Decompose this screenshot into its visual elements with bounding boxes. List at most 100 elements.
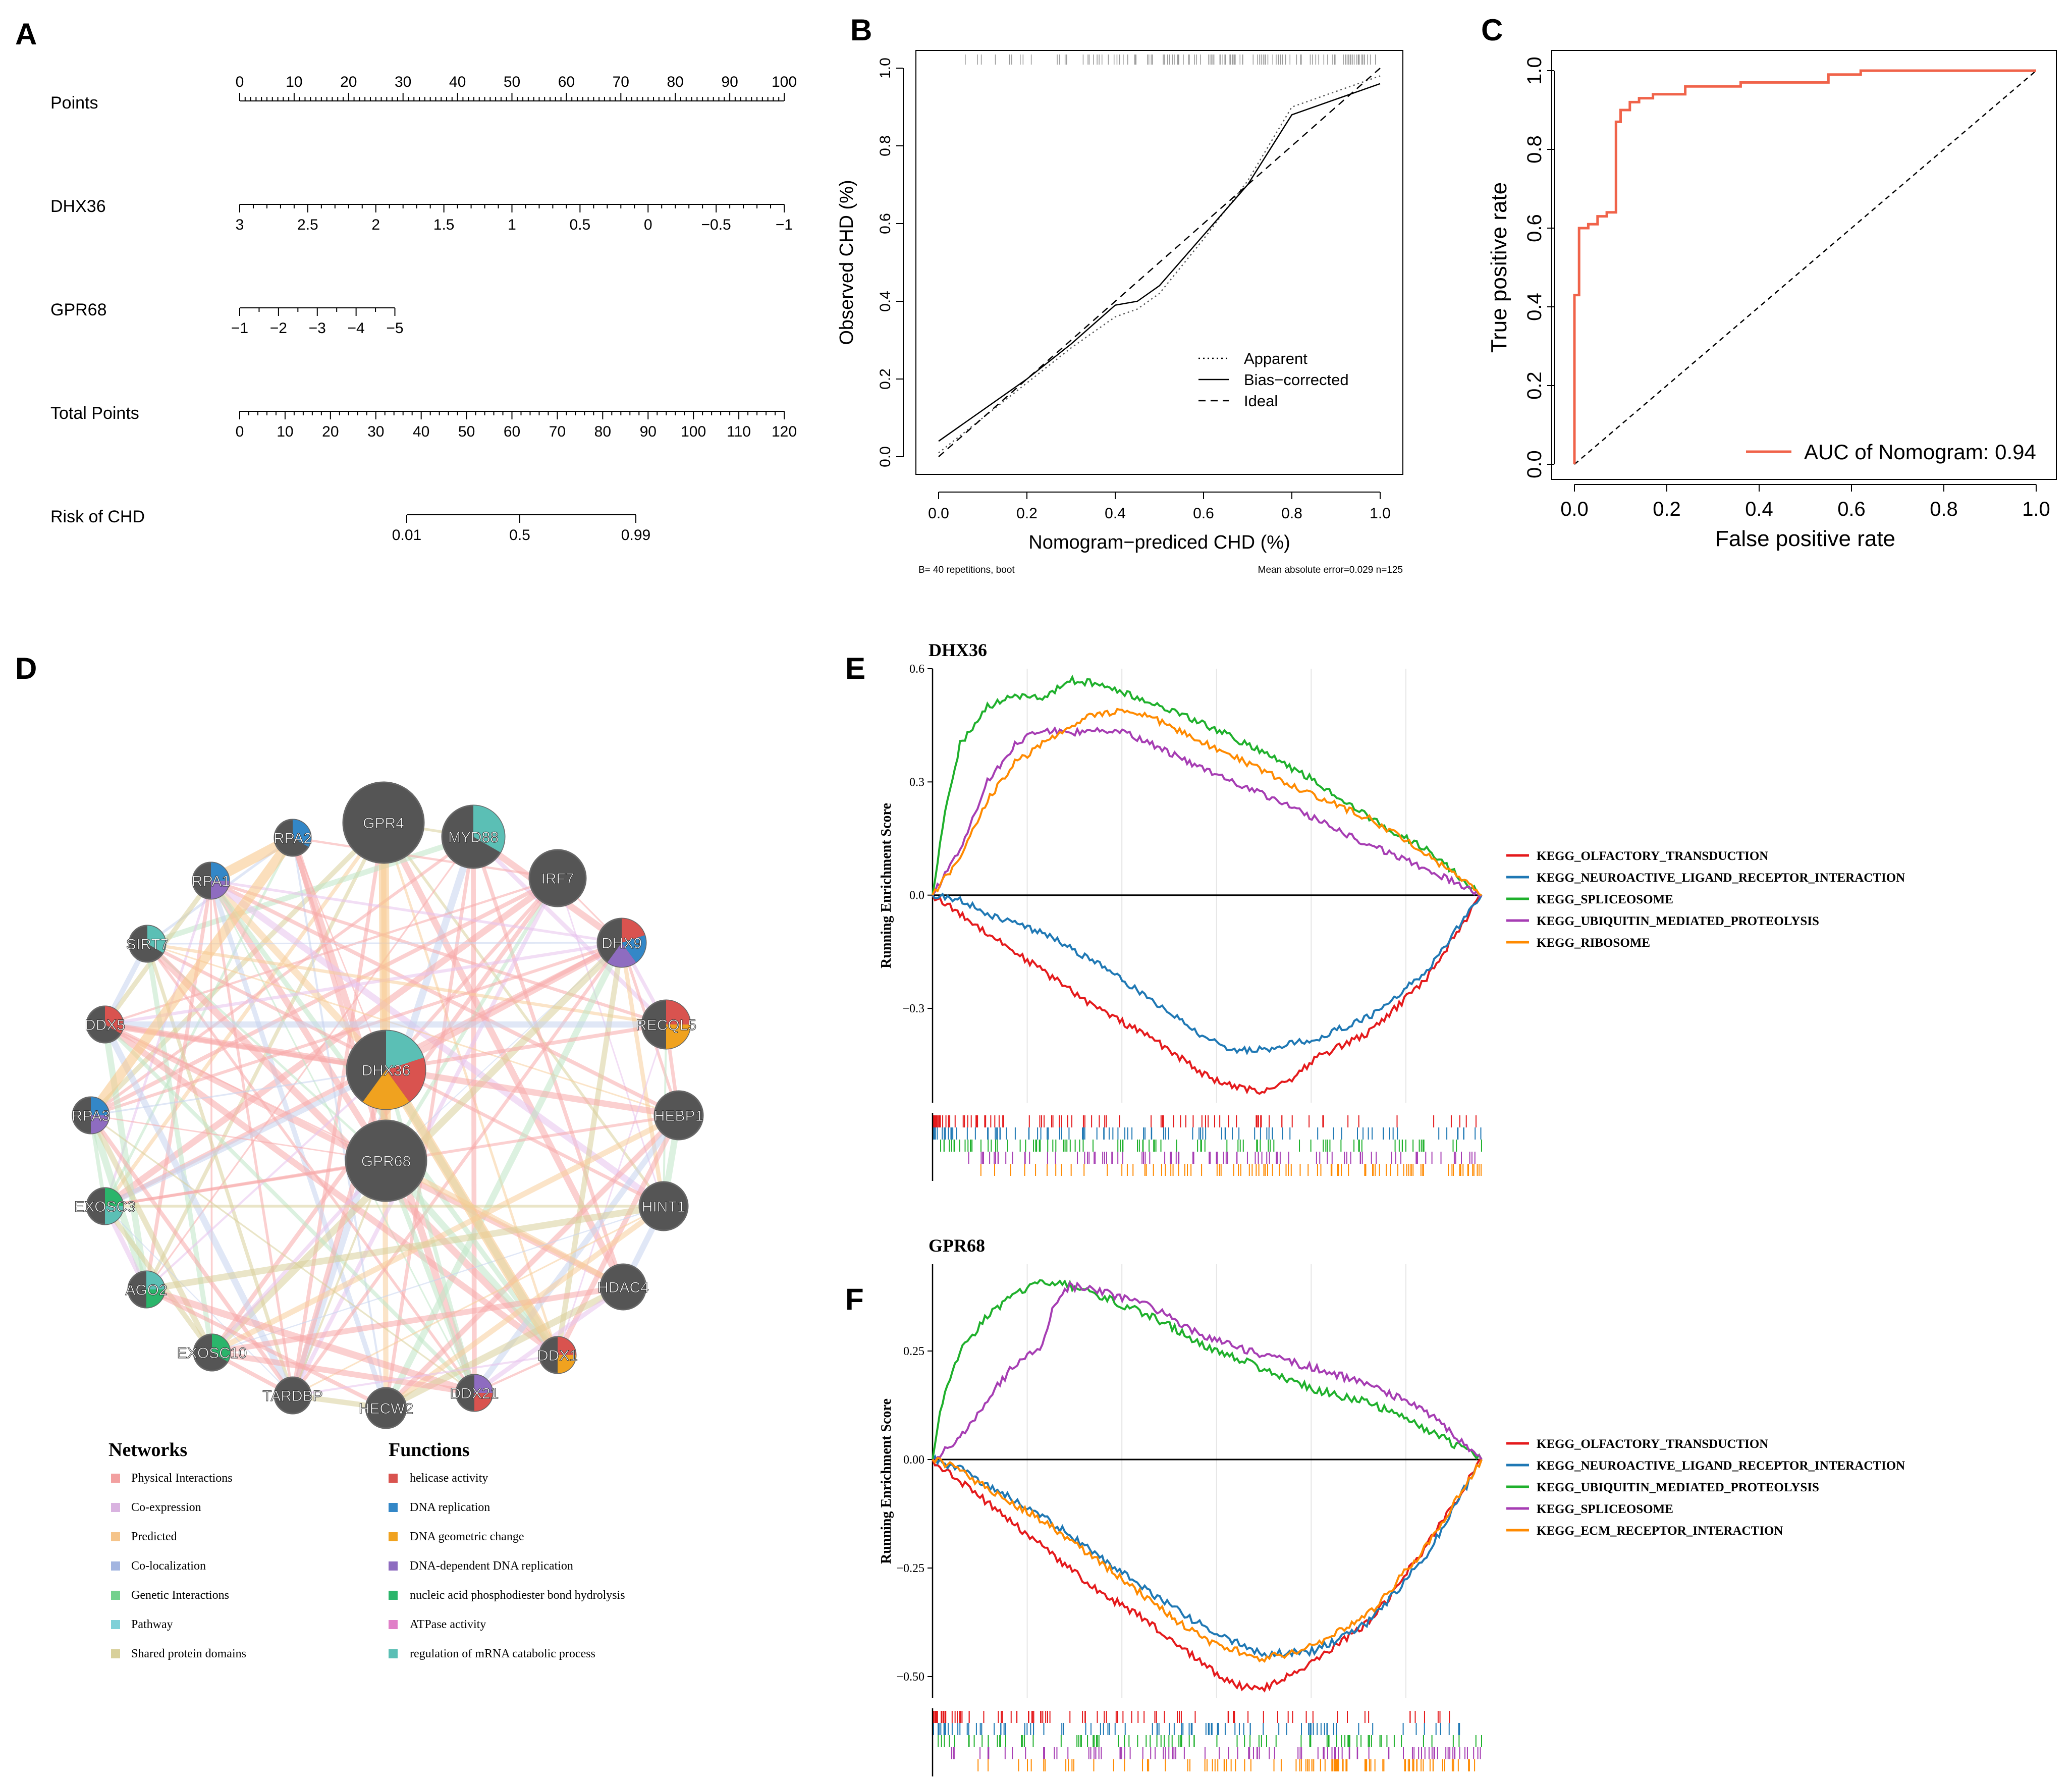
x-tick-label: 0.2 bbox=[1016, 505, 1038, 522]
node-function-wedge bbox=[473, 805, 505, 852]
points-tick-label: 30 bbox=[395, 74, 411, 90]
enrichment-curve bbox=[932, 1279, 1483, 1460]
network-edge-predicted bbox=[381, 1067, 562, 1358]
total-points-tick-label: 60 bbox=[504, 423, 520, 440]
nomogram-row-label: Risk of CHD bbox=[50, 507, 145, 526]
network-node-label: DDX21 bbox=[450, 1385, 499, 1402]
network-node-label: RPA1 bbox=[192, 873, 230, 890]
enrichment-curve bbox=[932, 1459, 1482, 1693]
network-edge bbox=[385, 877, 559, 1071]
y-tick-label: 0.0 bbox=[909, 889, 924, 902]
node-function-wedge bbox=[105, 1006, 123, 1034]
points-tick-label: 40 bbox=[449, 74, 466, 90]
network-edge bbox=[104, 1159, 387, 1208]
footnote-right: Mean absolute error=0.029 n=125 bbox=[1258, 565, 1403, 575]
network-node-label: DHX36 bbox=[362, 1062, 411, 1079]
enrichment-curve bbox=[932, 1280, 1483, 1463]
network-edge bbox=[145, 943, 295, 1396]
x-tick-label: 0.6 bbox=[1193, 505, 1214, 522]
total-points-tick-label: 70 bbox=[549, 423, 566, 440]
dhx36-tick-label: 1 bbox=[508, 217, 516, 233]
network-edge bbox=[210, 879, 622, 944]
points-tick-label: 50 bbox=[504, 74, 520, 90]
network-node-label: HINT1 bbox=[642, 1199, 686, 1215]
network-node-hint1 bbox=[638, 1181, 689, 1231]
network-node-gpr68 bbox=[345, 1119, 427, 1202]
dhx36-tick-label: 2.5 bbox=[297, 217, 318, 233]
network-edge bbox=[555, 1114, 681, 1357]
network-node-hebp1 bbox=[653, 1090, 704, 1141]
network-node-tardbp bbox=[274, 1376, 312, 1415]
network-edge bbox=[103, 1023, 476, 1394]
calibration-line-biascorrected bbox=[938, 83, 1381, 442]
legend-label: KEGG_OLFACTORY_TRANSDUCTION bbox=[1537, 849, 1768, 863]
legend-label: KEGG_SPLICEOSOME bbox=[1537, 893, 1673, 906]
total-points-tick-label: 10 bbox=[277, 423, 293, 440]
networks-legend-swatch bbox=[111, 1591, 120, 1600]
network-edge bbox=[104, 941, 622, 1027]
network-node-label: HDAC4 bbox=[597, 1279, 649, 1296]
network-edge bbox=[90, 1114, 475, 1394]
x-axis-title: Nomogram−prediced CHD (%) bbox=[1028, 532, 1290, 553]
network-node-label: GPR68 bbox=[361, 1153, 411, 1170]
node-function-wedge bbox=[105, 1188, 123, 1206]
network-edge bbox=[209, 880, 294, 1396]
dhx36-tick-label: 1.5 bbox=[433, 217, 455, 233]
plot-frame bbox=[915, 50, 1403, 475]
network-node-label: DDX1 bbox=[537, 1347, 578, 1364]
x-tick-label: 0.8 bbox=[1281, 505, 1302, 522]
node-function-wedge bbox=[91, 1115, 109, 1133]
node-function-wedge bbox=[211, 862, 229, 881]
legend-label: KEGG_UBIQUITIN_MEDIATED_PROTEOLYSIS bbox=[1537, 914, 1819, 928]
functions-legend-swatch bbox=[389, 1591, 398, 1600]
networks-legend-label: Co-localization bbox=[131, 1559, 206, 1573]
x-tick-label: 0.4 bbox=[1745, 498, 1773, 520]
dhx36-tick-label: 3 bbox=[236, 217, 244, 233]
y-axis-title: True positive rate bbox=[1487, 182, 1511, 353]
points-tick-label: 70 bbox=[613, 74, 629, 90]
gsea-title: DHX36 bbox=[929, 640, 987, 660]
y-tick-label: 0.8 bbox=[877, 135, 894, 156]
gpr68-tick-label: −1 bbox=[231, 320, 248, 337]
networks-legend-swatch bbox=[111, 1474, 120, 1483]
network-edge bbox=[472, 835, 668, 1027]
roc-curve bbox=[1573, 69, 2036, 464]
network-edge bbox=[90, 941, 622, 1117]
node-function-wedge bbox=[105, 1206, 123, 1224]
gpr68-tick-label: −4 bbox=[348, 320, 365, 337]
network-edge bbox=[386, 1022, 667, 1072]
node-function-wedge bbox=[622, 935, 646, 962]
network-edge bbox=[557, 1024, 667, 1356]
panel-label-f: F bbox=[845, 1282, 864, 1316]
legend-label: KEGG_ECM_RECEPTOR_INTERACTION bbox=[1537, 1524, 1783, 1538]
total-points-tick-label: 110 bbox=[727, 423, 751, 440]
network-node-label: HECW2 bbox=[359, 1400, 413, 1417]
network-edge bbox=[384, 1113, 681, 1410]
network-edge bbox=[145, 943, 214, 1353]
y-tick-label: −0.3 bbox=[902, 1002, 924, 1015]
network-edge bbox=[382, 822, 665, 1207]
networks-legend-title: Networks bbox=[108, 1439, 187, 1461]
node-function-wedge bbox=[91, 1097, 109, 1115]
network-edge bbox=[103, 1067, 388, 1209]
y-tick-label: 0.6 bbox=[1523, 214, 1546, 242]
x-axis-title: False positive rate bbox=[1715, 526, 1895, 551]
enrichment-curve bbox=[932, 1456, 1483, 1663]
risk-tick-label: 0.99 bbox=[621, 527, 650, 544]
dhx36-tick-label: −1 bbox=[776, 217, 793, 233]
enrichment-curve bbox=[932, 894, 1482, 1095]
legend-label: KEGG_RIBOSOME bbox=[1537, 936, 1650, 950]
network-edge bbox=[90, 1114, 387, 1162]
network-edge bbox=[104, 1206, 293, 1396]
node-function-wedge bbox=[622, 919, 645, 943]
legend-label: KEGG_NEUROACTIVE_LIGAND_RECEPTOR_INTERAC… bbox=[1537, 1459, 1905, 1473]
risk-tick-label: 0.01 bbox=[392, 527, 421, 544]
network-edge bbox=[144, 880, 213, 1290]
network-edge bbox=[90, 1069, 387, 1116]
network-edge bbox=[211, 1205, 664, 1354]
node-function-wedge bbox=[212, 1334, 230, 1362]
x-tick-label: 1.0 bbox=[1370, 505, 1391, 522]
calibration-line-ideal bbox=[938, 68, 1381, 457]
network-edge bbox=[147, 942, 667, 1027]
total-points-tick-label: 20 bbox=[322, 423, 339, 440]
